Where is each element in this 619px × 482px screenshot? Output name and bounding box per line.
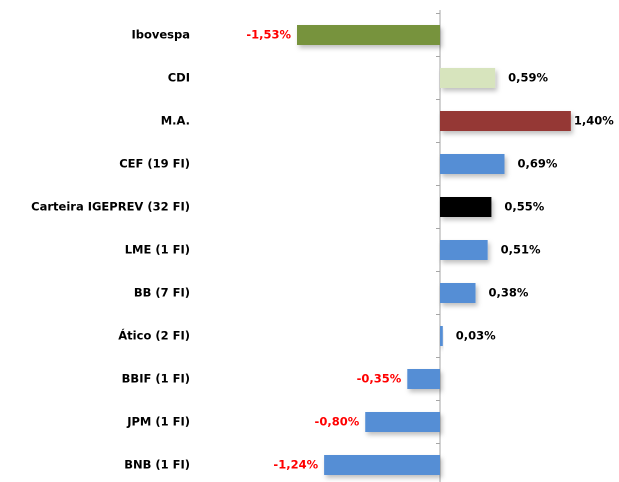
category-label: BBIF (1 FI) (122, 372, 190, 386)
category-label: M.A. (161, 114, 190, 128)
bar (440, 197, 492, 217)
category-label: CDI (168, 71, 190, 85)
value-label: 0,51% (501, 243, 541, 257)
value-label: 0,59% (508, 71, 548, 85)
value-label: -0,35% (357, 372, 402, 386)
value-label: -0,80% (315, 415, 360, 429)
bar (440, 283, 476, 303)
category-label: JPM (1 FI) (126, 415, 190, 429)
bar (407, 369, 440, 389)
bar (440, 154, 505, 174)
value-label: 1,40% (574, 114, 614, 128)
value-label: 0,69% (517, 157, 557, 171)
category-label: Carteira IGEPREV (32 FI) (31, 200, 190, 214)
value-label: 0,03% (456, 329, 496, 343)
bar (440, 111, 571, 131)
value-label: 0,38% (489, 286, 529, 300)
bar (440, 68, 496, 88)
category-label: CEF (19 FI) (119, 157, 190, 171)
value-label: -1,24% (273, 458, 318, 472)
bar (365, 412, 440, 432)
category-label: BNB (1 FI) (124, 458, 190, 472)
category-label: Ático (2 FI) (118, 328, 190, 343)
category-label: BB (7 FI) (134, 286, 190, 300)
category-label: Ibovespa (131, 28, 190, 42)
category-label: LME (1 FI) (125, 243, 190, 257)
value-label: -1,53% (246, 28, 291, 42)
bar (324, 455, 440, 475)
value-label: 0,55% (504, 200, 544, 214)
bar (440, 240, 488, 260)
bar (440, 326, 443, 346)
bar (297, 25, 440, 45)
